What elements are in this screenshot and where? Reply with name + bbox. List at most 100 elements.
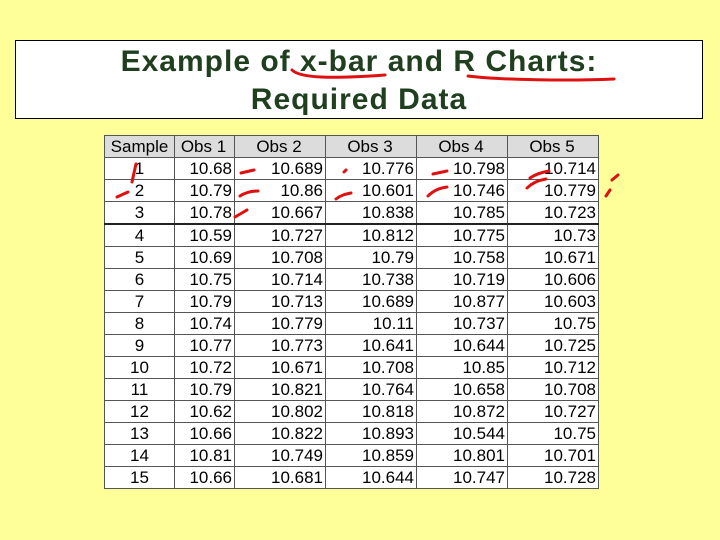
header-sample: Sample bbox=[104, 135, 175, 158]
cell-obs-3: 10.601 bbox=[325, 179, 417, 202]
table-header-row: Sample Obs 1 Obs 2 Obs 3 Obs 4 Obs 5 bbox=[104, 135, 599, 158]
table-row: 10 10.72 10.671 10.708 10.85 10.712 bbox=[104, 356, 599, 379]
cell-obs-4: 10.801 bbox=[416, 444, 508, 467]
cell-obs-4: 10.746 bbox=[416, 179, 508, 202]
table-body: 1 10.68 10.689 10.776 10.798 10.714 2 10.79 10.8… bbox=[104, 157, 599, 489]
cell-obs-5: 10.712 bbox=[507, 356, 599, 379]
cell-obs-1: 10.79 bbox=[174, 179, 235, 202]
cell-obs-1: 10.75 bbox=[174, 268, 235, 291]
cell-obs-3: 10.818 bbox=[325, 400, 417, 423]
cell-obs-4: 10.798 bbox=[416, 157, 508, 180]
cell-obs-3: 10.644 bbox=[325, 466, 417, 489]
cell-obs-2: 10.667 bbox=[234, 201, 326, 225]
ink-mark-r2-obs5 bbox=[604, 188, 612, 198]
header-obs-5: Obs 5 bbox=[507, 135, 599, 158]
cell-obs-2: 10.714 bbox=[234, 268, 326, 291]
cell-obs-4: 10.719 bbox=[416, 268, 508, 291]
cell-sample: 3 bbox=[104, 201, 175, 225]
cell-obs-4: 10.785 bbox=[416, 201, 508, 225]
header-obs-1: Obs 1 bbox=[174, 135, 235, 158]
cell-obs-4: 10.644 bbox=[416, 334, 508, 357]
cell-obs-3: 10.689 bbox=[325, 290, 417, 313]
cell-obs-4: 10.872 bbox=[416, 400, 508, 423]
cell-sample: 10 bbox=[104, 356, 175, 379]
cell-obs-2: 10.86 bbox=[234, 179, 326, 202]
cell-obs-4: 10.658 bbox=[416, 378, 508, 401]
cell-sample: 15 bbox=[104, 466, 175, 489]
cell-sample: 11 bbox=[104, 378, 175, 401]
cell-obs-2: 10.779 bbox=[234, 312, 326, 335]
table-row: 3 10.78 10.667 10.838 10.785 10.723 bbox=[104, 201, 599, 225]
cell-obs-2: 10.821 bbox=[234, 378, 326, 401]
cell-obs-5: 10.73 bbox=[507, 223, 599, 247]
table-row: 11 10.79 10.821 10.764 10.658 10.708 bbox=[104, 378, 599, 401]
table-row: 6 10.75 10.714 10.738 10.719 10.606 bbox=[104, 268, 599, 291]
slide-title-box: Example of x-bar and R Charts: Required … bbox=[15, 40, 703, 119]
cell-obs-1: 10.79 bbox=[174, 378, 235, 401]
table-row: 15 10.66 10.681 10.644 10.747 10.728 bbox=[104, 466, 599, 489]
cell-sample: 2 bbox=[104, 179, 175, 202]
cell-sample: 12 bbox=[104, 400, 175, 423]
cell-obs-2: 10.802 bbox=[234, 400, 326, 423]
cell-obs-5: 10.725 bbox=[507, 334, 599, 357]
cell-obs-1: 10.66 bbox=[174, 466, 235, 489]
cell-obs-5: 10.75 bbox=[507, 422, 599, 445]
cell-obs-4: 10.544 bbox=[416, 422, 508, 445]
slide-title-line-1: Example of x-bar and R Charts: bbox=[120, 45, 598, 78]
cell-obs-4: 10.775 bbox=[416, 223, 508, 247]
cell-obs-1: 10.72 bbox=[174, 356, 235, 379]
cell-obs-3: 10.79 bbox=[325, 246, 417, 269]
cell-obs-1: 10.79 bbox=[174, 290, 235, 313]
cell-obs-3: 10.641 bbox=[325, 334, 417, 357]
cell-obs-3: 10.738 bbox=[325, 268, 417, 291]
ink-mark-r1-obs5 bbox=[610, 173, 620, 182]
cell-obs-2: 10.822 bbox=[234, 422, 326, 445]
header-obs-4: Obs 4 bbox=[416, 135, 508, 158]
table-row: 2 10.79 10.86 10.601 10.746 10.779 bbox=[104, 179, 599, 202]
cell-sample: 4 bbox=[104, 223, 175, 247]
cell-obs-5: 10.671 bbox=[507, 246, 599, 269]
cell-obs-3: 10.812 bbox=[325, 223, 417, 247]
cell-obs-4: 10.85 bbox=[416, 356, 508, 379]
cell-sample: 1 bbox=[104, 157, 175, 180]
slide-title-line-2: Required Data bbox=[250, 83, 468, 116]
cell-obs-3: 10.838 bbox=[325, 201, 417, 225]
table-row: 1 10.68 10.689 10.776 10.798 10.714 bbox=[104, 157, 599, 180]
cell-obs-1: 10.62 bbox=[174, 400, 235, 423]
cell-sample: 8 bbox=[104, 312, 175, 335]
observations-table: Sample Obs 1 Obs 2 Obs 3 Obs 4 Obs 5 1 10… bbox=[104, 135, 599, 489]
cell-obs-1: 10.69 bbox=[174, 246, 235, 269]
cell-sample: 7 bbox=[104, 290, 175, 313]
table-row: 4 10.59 10.727 10.812 10.775 10.73 bbox=[104, 223, 599, 247]
cell-obs-5: 10.603 bbox=[507, 290, 599, 313]
cell-obs-3: 10.708 bbox=[325, 356, 417, 379]
table-row: 9 10.77 10.773 10.641 10.644 10.725 bbox=[104, 334, 599, 357]
cell-sample: 14 bbox=[104, 444, 175, 467]
cell-obs-5: 10.606 bbox=[507, 268, 599, 291]
cell-obs-2: 10.749 bbox=[234, 444, 326, 467]
cell-obs-5: 10.779 bbox=[507, 179, 599, 202]
cell-obs-1: 10.77 bbox=[174, 334, 235, 357]
table-row: 14 10.81 10.749 10.859 10.801 10.701 bbox=[104, 444, 599, 467]
cell-obs-1: 10.66 bbox=[174, 422, 235, 445]
cell-obs-1: 10.59 bbox=[174, 223, 235, 247]
cell-obs-5: 10.701 bbox=[507, 444, 599, 467]
cell-obs-2: 10.671 bbox=[234, 356, 326, 379]
cell-sample: 6 bbox=[104, 268, 175, 291]
cell-obs-4: 10.877 bbox=[416, 290, 508, 313]
cell-obs-4: 10.737 bbox=[416, 312, 508, 335]
cell-obs-3: 10.764 bbox=[325, 378, 417, 401]
header-obs-2: Obs 2 bbox=[234, 135, 326, 158]
cell-obs-3: 10.11 bbox=[325, 312, 417, 335]
cell-sample: 13 bbox=[104, 422, 175, 445]
table-row: 8 10.74 10.779 10.11 10.737 10.75 bbox=[104, 312, 599, 335]
cell-obs-3: 10.776 bbox=[325, 157, 417, 180]
table-row: 13 10.66 10.822 10.893 10.544 10.75 bbox=[104, 422, 599, 445]
data-table-container: Sample Obs 1 Obs 2 Obs 3 Obs 4 Obs 5 1 10… bbox=[104, 135, 599, 489]
cell-obs-2: 10.708 bbox=[234, 246, 326, 269]
cell-obs-5: 10.728 bbox=[507, 466, 599, 489]
cell-obs-1: 10.81 bbox=[174, 444, 235, 467]
cell-obs-2: 10.681 bbox=[234, 466, 326, 489]
cell-obs-5: 10.708 bbox=[507, 378, 599, 401]
cell-obs-3: 10.893 bbox=[325, 422, 417, 445]
